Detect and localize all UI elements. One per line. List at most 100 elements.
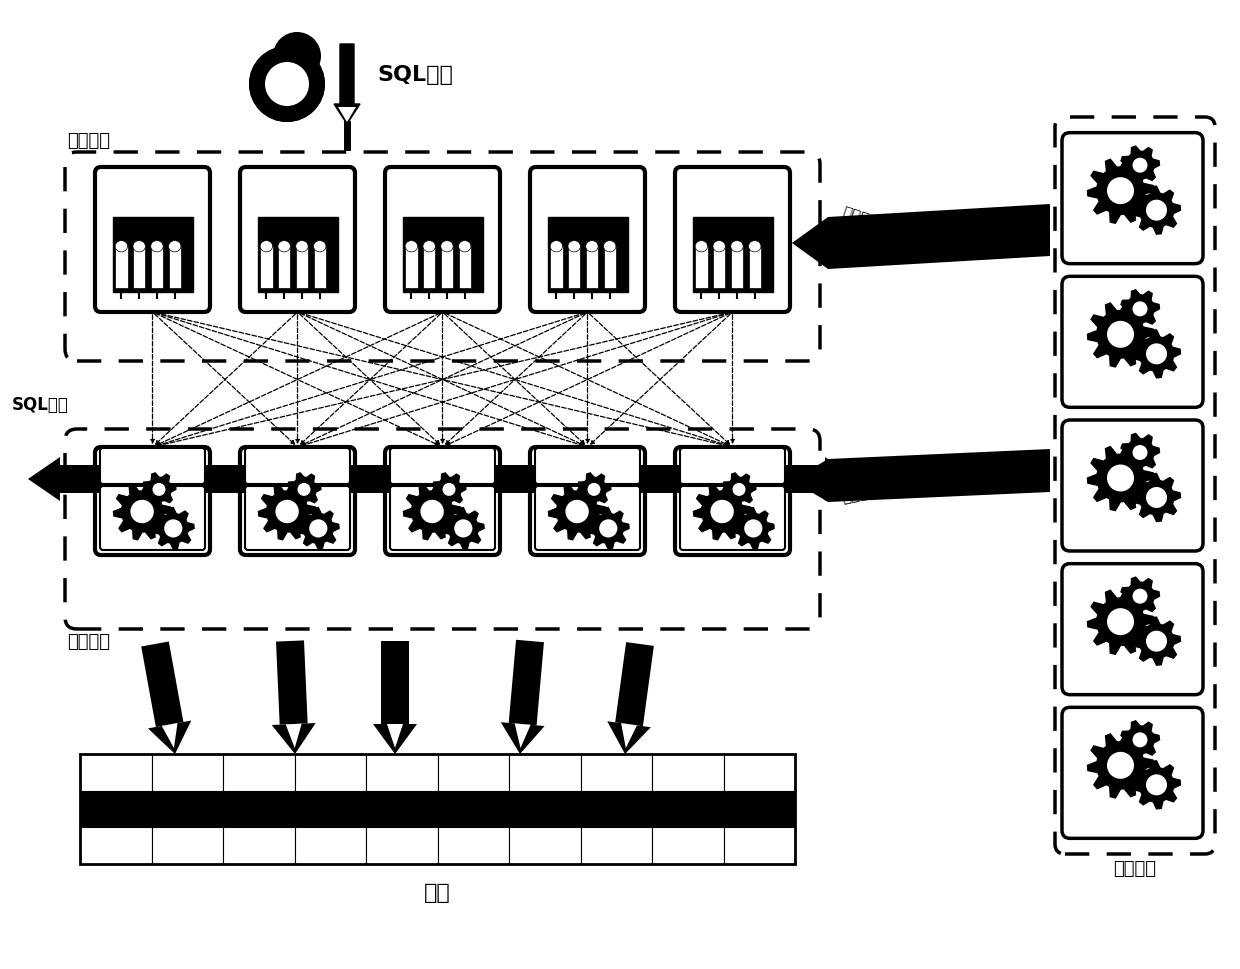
- Polygon shape: [693, 484, 750, 540]
- Bar: [548, 217, 627, 293]
- Polygon shape: [285, 724, 301, 748]
- Polygon shape: [548, 484, 605, 540]
- Polygon shape: [515, 724, 531, 748]
- Polygon shape: [381, 641, 409, 724]
- Ellipse shape: [151, 241, 164, 253]
- Polygon shape: [828, 450, 1050, 503]
- Bar: [115, 247, 128, 288]
- Bar: [366, 828, 438, 864]
- Circle shape: [420, 500, 444, 523]
- FancyBboxPatch shape: [1061, 421, 1203, 551]
- FancyBboxPatch shape: [241, 168, 355, 313]
- Polygon shape: [1121, 434, 1159, 473]
- Circle shape: [733, 484, 745, 496]
- Polygon shape: [1121, 147, 1159, 185]
- Polygon shape: [1121, 291, 1159, 329]
- Bar: [696, 247, 708, 288]
- Ellipse shape: [169, 241, 181, 253]
- Circle shape: [153, 484, 165, 496]
- Ellipse shape: [115, 241, 128, 253]
- Text: SQL接入: SQL接入: [377, 65, 453, 85]
- Circle shape: [275, 500, 299, 523]
- Circle shape: [1107, 465, 1135, 492]
- Bar: [81, 828, 151, 864]
- FancyBboxPatch shape: [1061, 277, 1203, 408]
- Ellipse shape: [713, 241, 725, 253]
- Circle shape: [1132, 302, 1147, 317]
- Polygon shape: [288, 474, 321, 507]
- Polygon shape: [1132, 187, 1180, 234]
- FancyBboxPatch shape: [529, 168, 645, 313]
- FancyBboxPatch shape: [100, 449, 205, 484]
- Polygon shape: [339, 108, 356, 123]
- Circle shape: [249, 47, 325, 123]
- Polygon shape: [825, 457, 857, 502]
- Circle shape: [711, 500, 734, 523]
- FancyBboxPatch shape: [1061, 134, 1203, 265]
- Text: 数据: 数据: [424, 882, 451, 902]
- Bar: [60, 465, 825, 493]
- Bar: [604, 247, 616, 288]
- Polygon shape: [277, 641, 308, 725]
- Bar: [652, 754, 723, 791]
- Bar: [580, 754, 652, 791]
- Polygon shape: [143, 474, 176, 507]
- Circle shape: [298, 484, 310, 496]
- Polygon shape: [1132, 761, 1180, 809]
- FancyBboxPatch shape: [246, 449, 350, 484]
- Bar: [508, 754, 580, 791]
- Bar: [438, 754, 508, 791]
- Circle shape: [1146, 201, 1167, 222]
- Circle shape: [599, 519, 618, 538]
- Bar: [723, 828, 795, 864]
- Polygon shape: [508, 641, 544, 726]
- Circle shape: [309, 519, 327, 538]
- Bar: [295, 247, 309, 288]
- Polygon shape: [792, 218, 828, 269]
- FancyBboxPatch shape: [241, 448, 355, 555]
- Circle shape: [1132, 589, 1147, 604]
- Polygon shape: [298, 508, 339, 549]
- Ellipse shape: [459, 241, 471, 253]
- Bar: [223, 754, 295, 791]
- Bar: [151, 754, 223, 791]
- Bar: [113, 217, 192, 293]
- Bar: [133, 247, 145, 288]
- FancyBboxPatch shape: [529, 448, 645, 555]
- Text: 调度集群: 调度集群: [67, 132, 110, 150]
- Bar: [585, 247, 598, 288]
- Bar: [652, 828, 723, 864]
- Bar: [423, 247, 435, 288]
- Polygon shape: [161, 723, 177, 748]
- Polygon shape: [1121, 721, 1159, 760]
- Text: 监控管理: 监控管理: [839, 483, 879, 505]
- FancyBboxPatch shape: [680, 486, 785, 550]
- FancyBboxPatch shape: [1061, 707, 1203, 838]
- Bar: [151, 247, 164, 288]
- Polygon shape: [373, 724, 417, 754]
- Ellipse shape: [260, 241, 273, 253]
- Bar: [169, 247, 181, 288]
- Ellipse shape: [568, 241, 580, 253]
- Circle shape: [1146, 631, 1167, 652]
- FancyArrow shape: [334, 45, 360, 125]
- Bar: [260, 247, 273, 288]
- Polygon shape: [443, 508, 484, 549]
- Ellipse shape: [440, 241, 453, 253]
- Ellipse shape: [749, 241, 761, 253]
- Circle shape: [744, 519, 763, 538]
- Bar: [151, 828, 223, 864]
- Ellipse shape: [295, 241, 309, 253]
- Circle shape: [164, 519, 182, 538]
- FancyBboxPatch shape: [1061, 564, 1203, 695]
- FancyBboxPatch shape: [534, 449, 640, 484]
- Text: SQL调度: SQL调度: [12, 395, 69, 414]
- FancyBboxPatch shape: [100, 486, 205, 550]
- Ellipse shape: [604, 241, 616, 253]
- Polygon shape: [1132, 617, 1180, 666]
- Circle shape: [1107, 322, 1135, 349]
- FancyBboxPatch shape: [384, 168, 500, 313]
- FancyBboxPatch shape: [391, 486, 495, 550]
- Polygon shape: [615, 642, 653, 727]
- Text: 计算集群: 计算集群: [67, 633, 110, 650]
